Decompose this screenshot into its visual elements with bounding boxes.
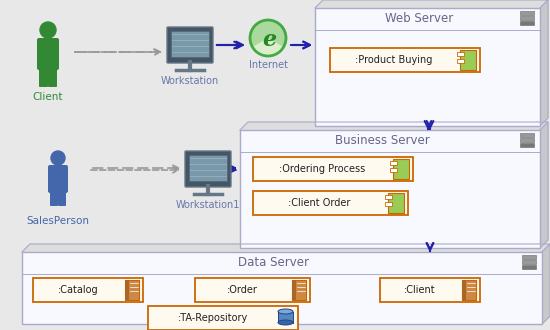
Bar bbox=[462, 280, 476, 300]
Text: :Order: :Order bbox=[227, 285, 258, 295]
Bar bbox=[520, 11, 534, 15]
Bar bbox=[520, 143, 534, 147]
Text: :TA-Repository: :TA-Repository bbox=[178, 313, 248, 323]
Bar bbox=[388, 193, 404, 213]
Bar bbox=[125, 280, 129, 300]
Bar bbox=[278, 312, 293, 322]
Bar bbox=[522, 255, 536, 259]
Bar bbox=[292, 280, 296, 300]
Text: Internet: Internet bbox=[249, 60, 288, 70]
Polygon shape bbox=[540, 122, 548, 248]
Bar bbox=[195, 278, 310, 302]
FancyBboxPatch shape bbox=[58, 188, 66, 206]
Bar bbox=[520, 21, 534, 25]
Text: :Catalog: :Catalog bbox=[58, 285, 98, 295]
Text: Workstation1: Workstation1 bbox=[176, 200, 240, 210]
Text: Workstation: Workstation bbox=[161, 76, 219, 86]
FancyBboxPatch shape bbox=[37, 38, 59, 70]
Bar bbox=[456, 52, 464, 56]
Bar bbox=[384, 195, 392, 199]
Circle shape bbox=[40, 22, 56, 38]
Circle shape bbox=[51, 151, 65, 165]
FancyBboxPatch shape bbox=[39, 65, 48, 87]
Text: Client: Client bbox=[33, 92, 63, 102]
Ellipse shape bbox=[278, 309, 293, 314]
Bar bbox=[389, 168, 397, 172]
Bar bbox=[522, 265, 536, 269]
Text: :Client Order: :Client Order bbox=[288, 198, 351, 208]
Bar bbox=[460, 50, 476, 70]
Ellipse shape bbox=[278, 320, 293, 325]
FancyBboxPatch shape bbox=[50, 188, 58, 206]
Bar bbox=[125, 280, 139, 300]
FancyBboxPatch shape bbox=[167, 27, 213, 63]
Bar bbox=[330, 48, 480, 72]
Bar bbox=[148, 306, 298, 330]
Polygon shape bbox=[240, 122, 548, 130]
Bar bbox=[520, 133, 534, 137]
Polygon shape bbox=[540, 0, 548, 126]
Text: Data Server: Data Server bbox=[239, 256, 310, 270]
Text: :Client: :Client bbox=[404, 285, 436, 295]
Bar bbox=[520, 16, 534, 20]
Text: Business Server: Business Server bbox=[334, 135, 430, 148]
Wedge shape bbox=[250, 20, 286, 47]
Bar bbox=[393, 159, 409, 179]
Bar bbox=[522, 260, 536, 264]
Bar bbox=[33, 278, 143, 302]
Text: SalesPerson: SalesPerson bbox=[26, 216, 90, 226]
Polygon shape bbox=[542, 244, 550, 324]
Text: e: e bbox=[262, 29, 276, 51]
Bar bbox=[292, 280, 306, 300]
Bar bbox=[389, 161, 397, 165]
Bar bbox=[171, 31, 209, 57]
FancyBboxPatch shape bbox=[48, 65, 57, 87]
Bar bbox=[253, 157, 413, 181]
Bar bbox=[315, 8, 540, 126]
Polygon shape bbox=[315, 0, 548, 8]
Bar bbox=[456, 59, 464, 63]
FancyBboxPatch shape bbox=[48, 165, 68, 193]
Bar bbox=[253, 191, 408, 215]
FancyBboxPatch shape bbox=[185, 151, 231, 187]
Bar bbox=[22, 252, 542, 324]
Circle shape bbox=[250, 20, 286, 56]
Text: :Product Buying: :Product Buying bbox=[355, 55, 433, 65]
Bar bbox=[240, 130, 540, 248]
Bar bbox=[384, 202, 392, 206]
Bar bbox=[520, 138, 534, 142]
Bar bbox=[462, 280, 466, 300]
Polygon shape bbox=[22, 244, 550, 252]
Text: :Ordering Process: :Ordering Process bbox=[279, 164, 365, 174]
Bar bbox=[380, 278, 480, 302]
Bar bbox=[189, 155, 227, 181]
Text: Web Server: Web Server bbox=[386, 13, 454, 25]
